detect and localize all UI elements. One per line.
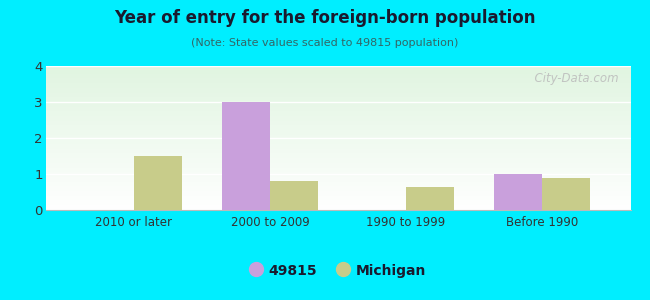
- Bar: [134, 156, 181, 210]
- Bar: [495, 174, 542, 210]
- Text: Year of entry for the foreign-born population: Year of entry for the foreign-born popul…: [114, 9, 536, 27]
- Bar: [542, 178, 590, 210]
- Legend: 49815, Michigan: 49815, Michigan: [250, 264, 426, 278]
- Bar: [222, 102, 270, 210]
- Text: City-Data.com: City-Data.com: [527, 72, 619, 85]
- Bar: [270, 181, 318, 210]
- Bar: [406, 187, 454, 210]
- Text: (Note: State values scaled to 49815 population): (Note: State values scaled to 49815 popu…: [191, 38, 459, 47]
